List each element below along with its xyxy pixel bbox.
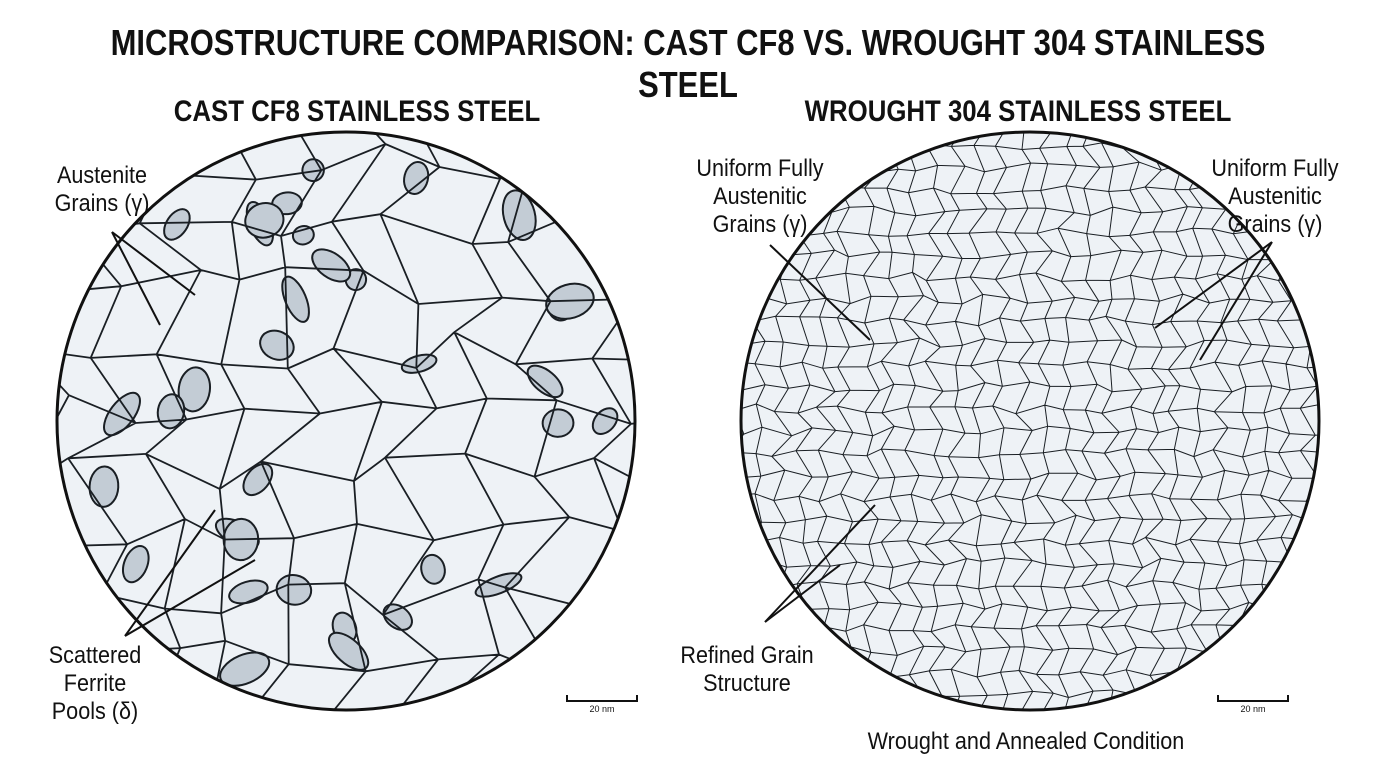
scale-bar-left: 20 nm (566, 695, 638, 714)
ferrite-pool (259, 329, 295, 361)
leader-refined-1 (764, 504, 876, 623)
scale-bar-left-label: 20 nm (589, 704, 615, 714)
grain-boundaries (57, 132, 635, 710)
label-austenite-grains: Austenite Grains (γ) (54, 162, 150, 217)
leader-austenite-2 (111, 231, 196, 296)
ferrite-pool (328, 631, 370, 671)
ferrite-pool (420, 553, 446, 585)
leader-austenite-1 (111, 231, 161, 326)
ferrite-pool (501, 189, 537, 241)
scale-bar-right-label: 20 nm (1240, 704, 1266, 714)
ferrite-pool (403, 161, 430, 195)
leader-lines (111, 231, 1273, 637)
cast-grain-structure (57, 132, 635, 710)
right-heading: WROUGHT 304 STAINLESS STEEL (804, 95, 1232, 128)
leader-ferrite-1 (124, 509, 216, 637)
leader-refined-2 (764, 564, 841, 623)
wrought-micrograph-outline (739, 130, 1321, 712)
cast-micrograph-outline (55, 130, 637, 712)
scale-bar-right: 20 nm (1217, 695, 1289, 714)
ferrite-pool (275, 574, 313, 606)
ferrite-pool (121, 544, 150, 584)
ferrite-pool (177, 366, 212, 413)
main-title: MICROSTRUCTURE COMPARISON: CAST CF8 VS. … (110, 22, 1266, 105)
leader-uniform-right-2 (1199, 241, 1273, 361)
ferrite-pool (541, 408, 575, 438)
leader-ferrite-2 (124, 559, 256, 637)
label-uniform-grains-left: Uniform Fully Austenitic Grains (γ) (696, 155, 824, 238)
leader-uniform-left (769, 244, 871, 341)
ferrite-pool (88, 465, 120, 508)
leader-uniform-right-1 (1154, 241, 1273, 329)
label-uniform-grains-right: Uniform Fully Austenitic Grains (γ) (1211, 155, 1339, 238)
label-ferrite-pools: Scattered Ferrite Pools (δ) (48, 642, 142, 725)
label-condition: Wrought and Annealed Condition (867, 728, 1185, 755)
ferrite-pool (163, 208, 191, 241)
ferrite-pool (311, 248, 352, 283)
ferrite-pool (526, 364, 564, 399)
label-refined-grain: Refined Grain Structure (680, 642, 814, 697)
left-heading: CAST CF8 STAINLESS STEEL (173, 95, 541, 128)
ferrite-pool (382, 603, 413, 631)
ferrite-pool (219, 651, 271, 687)
